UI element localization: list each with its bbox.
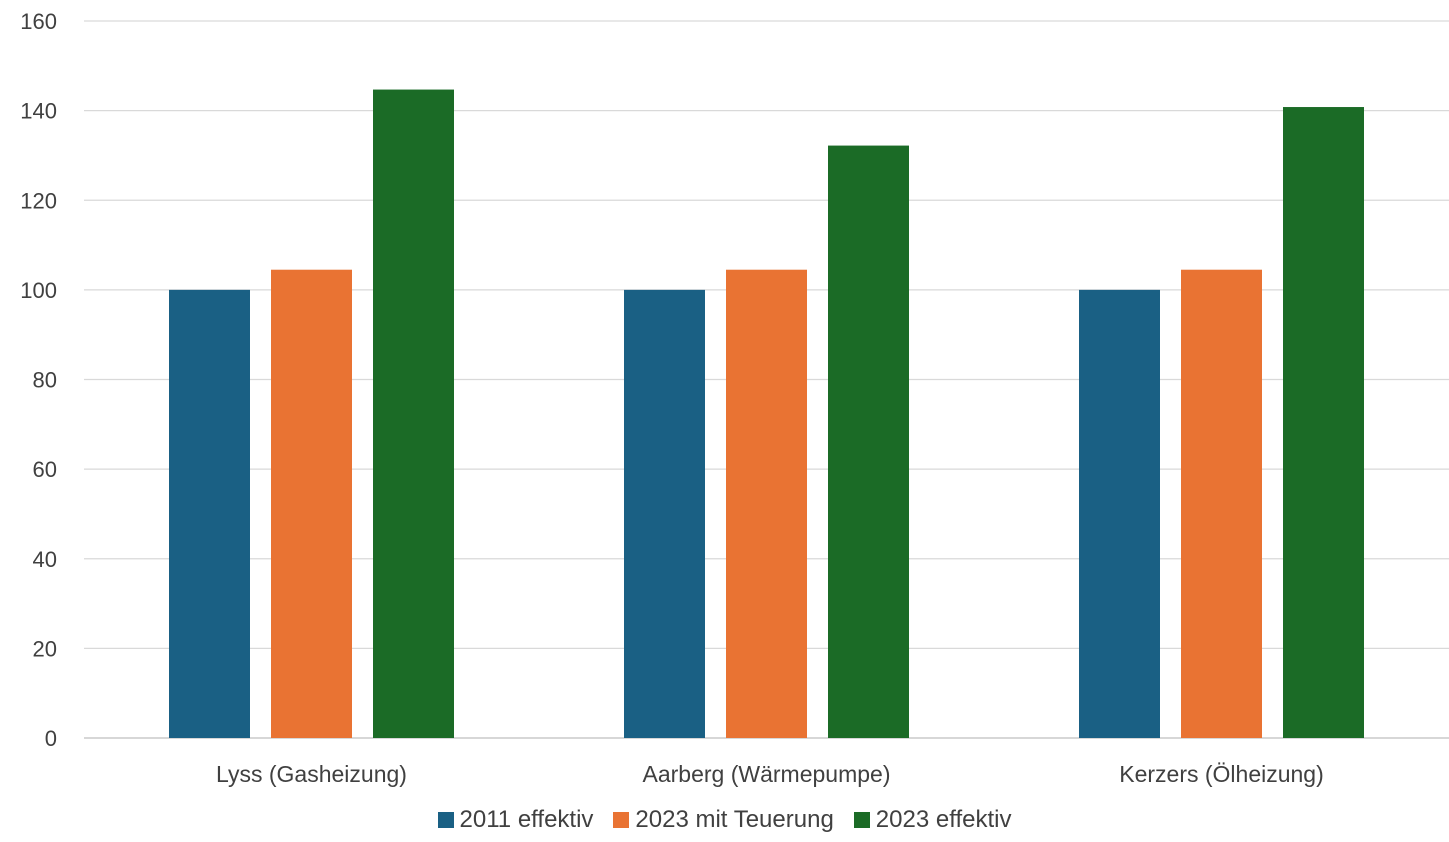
legend-item: 2023 mit Teuerung: [613, 806, 834, 834]
y-tick-label: 20: [33, 636, 57, 661]
legend-label: 2011 effektiv: [459, 806, 594, 833]
x-axis-categories: Lyss (Gasheizung) Aarberg (Wärmepumpe) Ker…: [216, 761, 1324, 787]
bar: [1283, 107, 1364, 739]
y-tick-label: 0: [45, 726, 57, 751]
y-tick-label: 40: [33, 547, 57, 572]
bars: [169, 89, 1364, 739]
y-tick-label: 80: [33, 368, 57, 393]
legend-swatch: [437, 812, 454, 828]
bar: [1079, 289, 1160, 738]
bar: [271, 269, 352, 738]
y-tick-label: 100: [20, 278, 57, 303]
y-tick-label: 60: [33, 457, 57, 482]
x-category-label: Aarberg (Wärmepumpe): [643, 761, 891, 787]
bar: [624, 289, 705, 738]
legend-swatch: [853, 812, 870, 828]
legend-swatch: [613, 812, 630, 828]
legend: 2011 effektiv 2023 mit Teuerung 2023 effek…: [0, 806, 1449, 834]
bar: [1181, 269, 1262, 738]
y-axis-ticks: 0 20 40 60 80 100 120 140 160: [20, 9, 57, 751]
x-category-label: Lyss (Gasheizung): [216, 761, 407, 787]
bar: [169, 289, 250, 738]
y-tick-label: 120: [20, 188, 57, 213]
bar-chart: 0 20 40 60 80 100 120 140 160 Lyss (Gasheizung) A…: [20, 9, 1449, 787]
bar: [726, 269, 807, 738]
bar: [828, 145, 909, 739]
x-category-label: Kerzers (Ölheizung): [1119, 761, 1324, 787]
legend-label: 2023 effektiv: [875, 806, 1012, 833]
y-tick-label: 160: [20, 9, 57, 34]
legend-item: 2023 effektiv: [853, 806, 1012, 834]
bar: [373, 89, 454, 739]
y-tick-label: 140: [20, 99, 57, 124]
legend-item: 2011 effektiv: [437, 806, 594, 834]
legend-label: 2023 mit Teuerung: [635, 806, 834, 833]
